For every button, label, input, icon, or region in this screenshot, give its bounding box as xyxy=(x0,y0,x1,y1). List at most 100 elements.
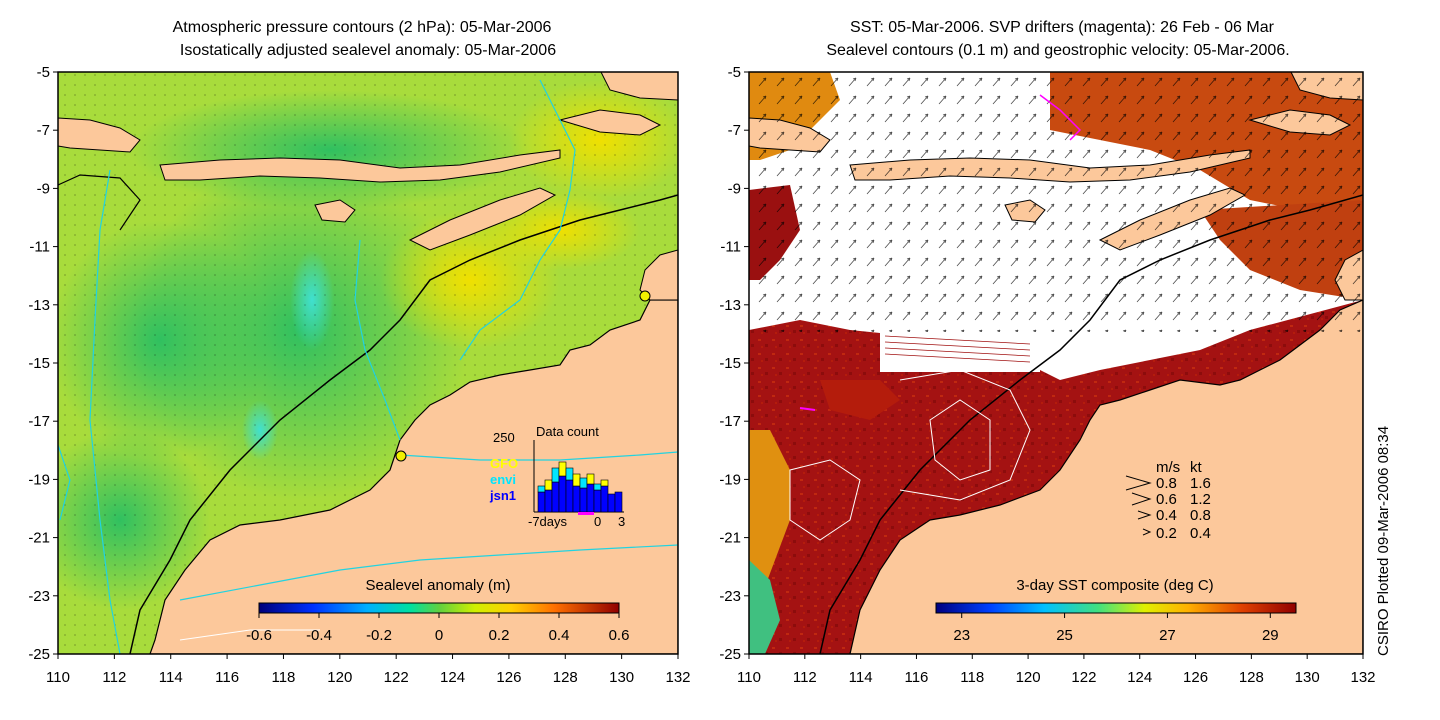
right-y-tick-label: -13 xyxy=(719,297,741,314)
data-count-inset: 250 Data count xyxy=(489,424,625,529)
velocity-header-ms: m/s xyxy=(1156,459,1180,476)
right-title-line1: SST: 05-Mar-2006. SVP drifters (magenta)… xyxy=(850,19,1275,36)
left-y-tick-label: -19 xyxy=(28,471,50,488)
velocity-legend: m/s kt 0.8 1.6 0.6 1.2 0.4 0.8 0.2 0.4 xyxy=(1125,459,1211,542)
right-y-tick-label: -7 xyxy=(728,122,741,139)
left-x-tick-label: 128 xyxy=(553,669,578,686)
sst-colorbar-label: 3-day SST composite (deg C) xyxy=(1016,577,1213,594)
right-x-tick-label: 112 xyxy=(793,669,817,686)
left-x-tick-label: 110 xyxy=(46,669,70,686)
velocity-row-04-kt: 0.8 xyxy=(1190,507,1211,524)
left-x-tick-label: 132 xyxy=(665,669,690,686)
left-x-tick-label: 126 xyxy=(496,669,521,686)
right-y-tick-label: -19 xyxy=(719,471,741,488)
left-x-tick-label: 116 xyxy=(215,669,239,686)
right-y-tick-label: -17 xyxy=(719,413,741,430)
sst-colorbar-tick-label: 29 xyxy=(1262,627,1279,644)
left-title-line2: Isostatically adjusted sealevel anomaly:… xyxy=(180,42,556,59)
right-title-line2: Sealevel contours (0.1 m) and geostrophi… xyxy=(826,42,1289,59)
right-y-axis: -5 -7 -9 -11 -13 -15 -17 -19 -21 -23 -25 xyxy=(719,64,749,663)
sla-colorbar-tick-label: 0 xyxy=(435,627,443,644)
inset-legend-gfo: GFO xyxy=(490,456,518,471)
sla-colorbar-ticks: -0.6 -0.4 -0.2 0 0.2 0.4 0.6 xyxy=(246,613,629,644)
left-y-axis: -5 -7 -9 -11 -13 -15 -17 -19 -21 -23 -25 xyxy=(28,64,58,663)
inset-legend-jsn1: jsn1 xyxy=(489,488,516,503)
right-y-tick-label: -25 xyxy=(719,646,741,663)
right-y-tick-label: -11 xyxy=(720,239,741,256)
right-x-tick-label: 128 xyxy=(1239,669,1264,686)
velocity-row-08-kt: 1.6 xyxy=(1190,475,1211,492)
left-x-tick-label: 130 xyxy=(609,669,634,686)
left-map-field xyxy=(57,71,679,655)
right-y-tick-label: -21 xyxy=(719,530,741,547)
left-x-tick-label: 114 xyxy=(159,669,183,686)
credit-text: CSIRO Plotted 09-Mar-2006 08:34 xyxy=(1375,426,1392,656)
left-y-tick-label: -15 xyxy=(28,355,50,372)
sst-colorbar-gradient xyxy=(935,602,1297,614)
sla-colorbar-tick-label: -0.4 xyxy=(306,627,332,644)
right-x-axis: 110 112 114 116 118 120 122 124 126 128 130 132 xyxy=(737,654,1376,686)
sla-colorbar-tick-label: 0.4 xyxy=(549,627,570,644)
left-x-tick-label: 112 xyxy=(102,669,126,686)
left-x-tick-label: 118 xyxy=(271,669,295,686)
velocity-row-08-ms: 0.8 xyxy=(1156,475,1177,492)
inset-x-label-start: -7days xyxy=(528,514,568,529)
sla-colorbar-tick-label: -0.2 xyxy=(366,627,392,644)
right-y-tick-label: -5 xyxy=(728,64,741,81)
right-panel: SST: 05-Mar-2006. SVP drifters (magenta)… xyxy=(719,19,1375,686)
left-y-tick-label: -11 xyxy=(29,239,50,256)
right-y-tick-label: -23 xyxy=(719,588,741,605)
sla-colorbar-tick-label: 0.6 xyxy=(609,627,630,644)
velocity-arrow-06 xyxy=(1131,492,1152,506)
velocity-row-06-kt: 1.2 xyxy=(1190,491,1211,508)
right-y-tick-label: -15 xyxy=(719,355,741,372)
velocity-arrow-04 xyxy=(1137,510,1152,520)
velocity-arrow-08 xyxy=(1125,475,1152,491)
right-x-tick-label: 132 xyxy=(1350,669,1375,686)
inset-y-label: 250 xyxy=(493,430,515,445)
left-title-line1: Atmospheric pressure contours (2 hPa): 0… xyxy=(173,19,552,36)
sla-colorbar: Sealevel anomaly (m) -0.6 -0.4 -0.2 0 0.2 0.4… xyxy=(246,577,629,644)
velocity-header-kt: kt xyxy=(1190,459,1203,476)
left-y-tick-label: -9 xyxy=(37,180,50,197)
right-y-tick-label: -9 xyxy=(728,180,741,197)
left-y-tick-label: -17 xyxy=(28,413,50,430)
velocity-row-04-ms: 0.4 xyxy=(1156,507,1177,524)
left-y-tick-label: -5 xyxy=(37,64,50,81)
inset-x-label-zero: 0 xyxy=(594,514,601,529)
sst-colorbar-tick-label: 23 xyxy=(953,627,970,644)
inset-title: Data count xyxy=(536,424,599,439)
right-x-tick-label: 120 xyxy=(1016,669,1041,686)
left-x-tick-label: 124 xyxy=(440,669,465,686)
sst-colorbar: 3-day SST composite (deg C) 23 25 27 29 xyxy=(935,577,1297,644)
right-x-tick-label: 110 xyxy=(737,669,761,686)
left-x-axis: 110 112 114 116 118 120 122 124 126 128 130 132 xyxy=(46,654,691,686)
sla-colorbar-tick-label: -0.6 xyxy=(246,627,272,644)
sst-colorbar-tick-label: 27 xyxy=(1159,627,1176,644)
left-x-tick-label: 120 xyxy=(327,669,352,686)
left-y-tick-label: -25 xyxy=(28,646,50,663)
right-x-tick-label: 118 xyxy=(960,669,984,686)
right-x-tick-label: 130 xyxy=(1295,669,1320,686)
sla-colorbar-gradient xyxy=(258,602,620,614)
velocity-row-02-kt: 0.4 xyxy=(1190,525,1211,542)
left-y-tick-label: -7 xyxy=(37,122,50,139)
velocity-row-06-ms: 0.6 xyxy=(1156,491,1177,508)
left-y-tick-label: -21 xyxy=(28,530,50,547)
left-x-tick-label: 122 xyxy=(384,669,409,686)
inset-bars xyxy=(537,461,623,515)
right-map-field xyxy=(748,71,1364,655)
right-x-tick-label: 116 xyxy=(904,669,928,686)
right-x-tick-label: 122 xyxy=(1071,669,1096,686)
sst-colorbar-tick-label: 25 xyxy=(1056,627,1073,644)
velocity-arrow-02 xyxy=(1142,528,1152,536)
left-y-tick-label: -23 xyxy=(28,588,50,605)
velocity-row-02-ms: 0.2 xyxy=(1156,525,1177,542)
right-x-tick-label: 114 xyxy=(849,669,873,686)
right-x-tick-label: 124 xyxy=(1127,669,1152,686)
inset-legend-envi: envi xyxy=(490,472,516,487)
sst-colorbar-ticks: 23 25 27 29 xyxy=(953,613,1279,644)
sla-colorbar-label: Sealevel anomaly (m) xyxy=(365,577,510,594)
right-x-tick-label: 126 xyxy=(1183,669,1208,686)
